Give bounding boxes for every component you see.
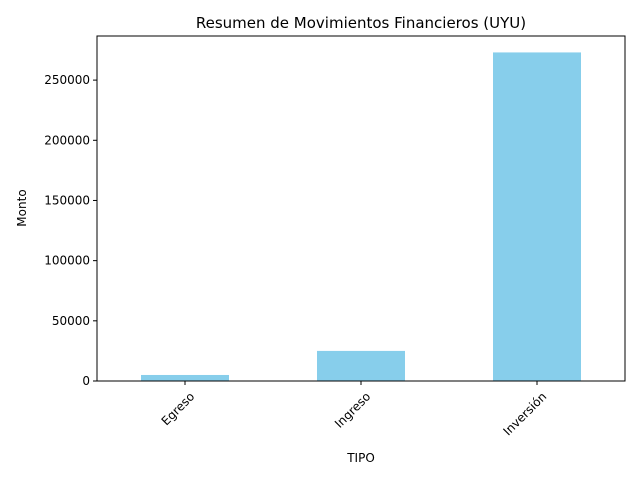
y-tick-label: 100000 [44,254,90,268]
y-tick-label: 150000 [44,193,90,207]
x-axis-ticks: Egreso Ingreso Inversión [159,381,549,438]
y-tick-label: 200000 [44,133,90,147]
y-axis-label: Monto [15,189,29,226]
plot-frame [96,35,626,382]
bar-ingreso [317,350,405,381]
x-tick-label: Ingreso [332,389,373,430]
bars-group [141,52,581,382]
bar-egreso [141,374,229,381]
bar-inversion [493,52,581,382]
chart-title: Resumen de Movimientos Financieros (UYU) [196,14,526,32]
y-tick-label: 0 [82,374,90,388]
x-tick-label: Egreso [159,389,198,428]
y-tick-label: 50000 [52,314,90,328]
x-tick-label: Inversión [500,389,549,438]
y-axis-ticks: 0 50000 100000 150000 200000 250000 [44,73,97,388]
x-axis-label: TIPO [346,451,375,465]
y-tick-label: 250000 [44,73,90,87]
